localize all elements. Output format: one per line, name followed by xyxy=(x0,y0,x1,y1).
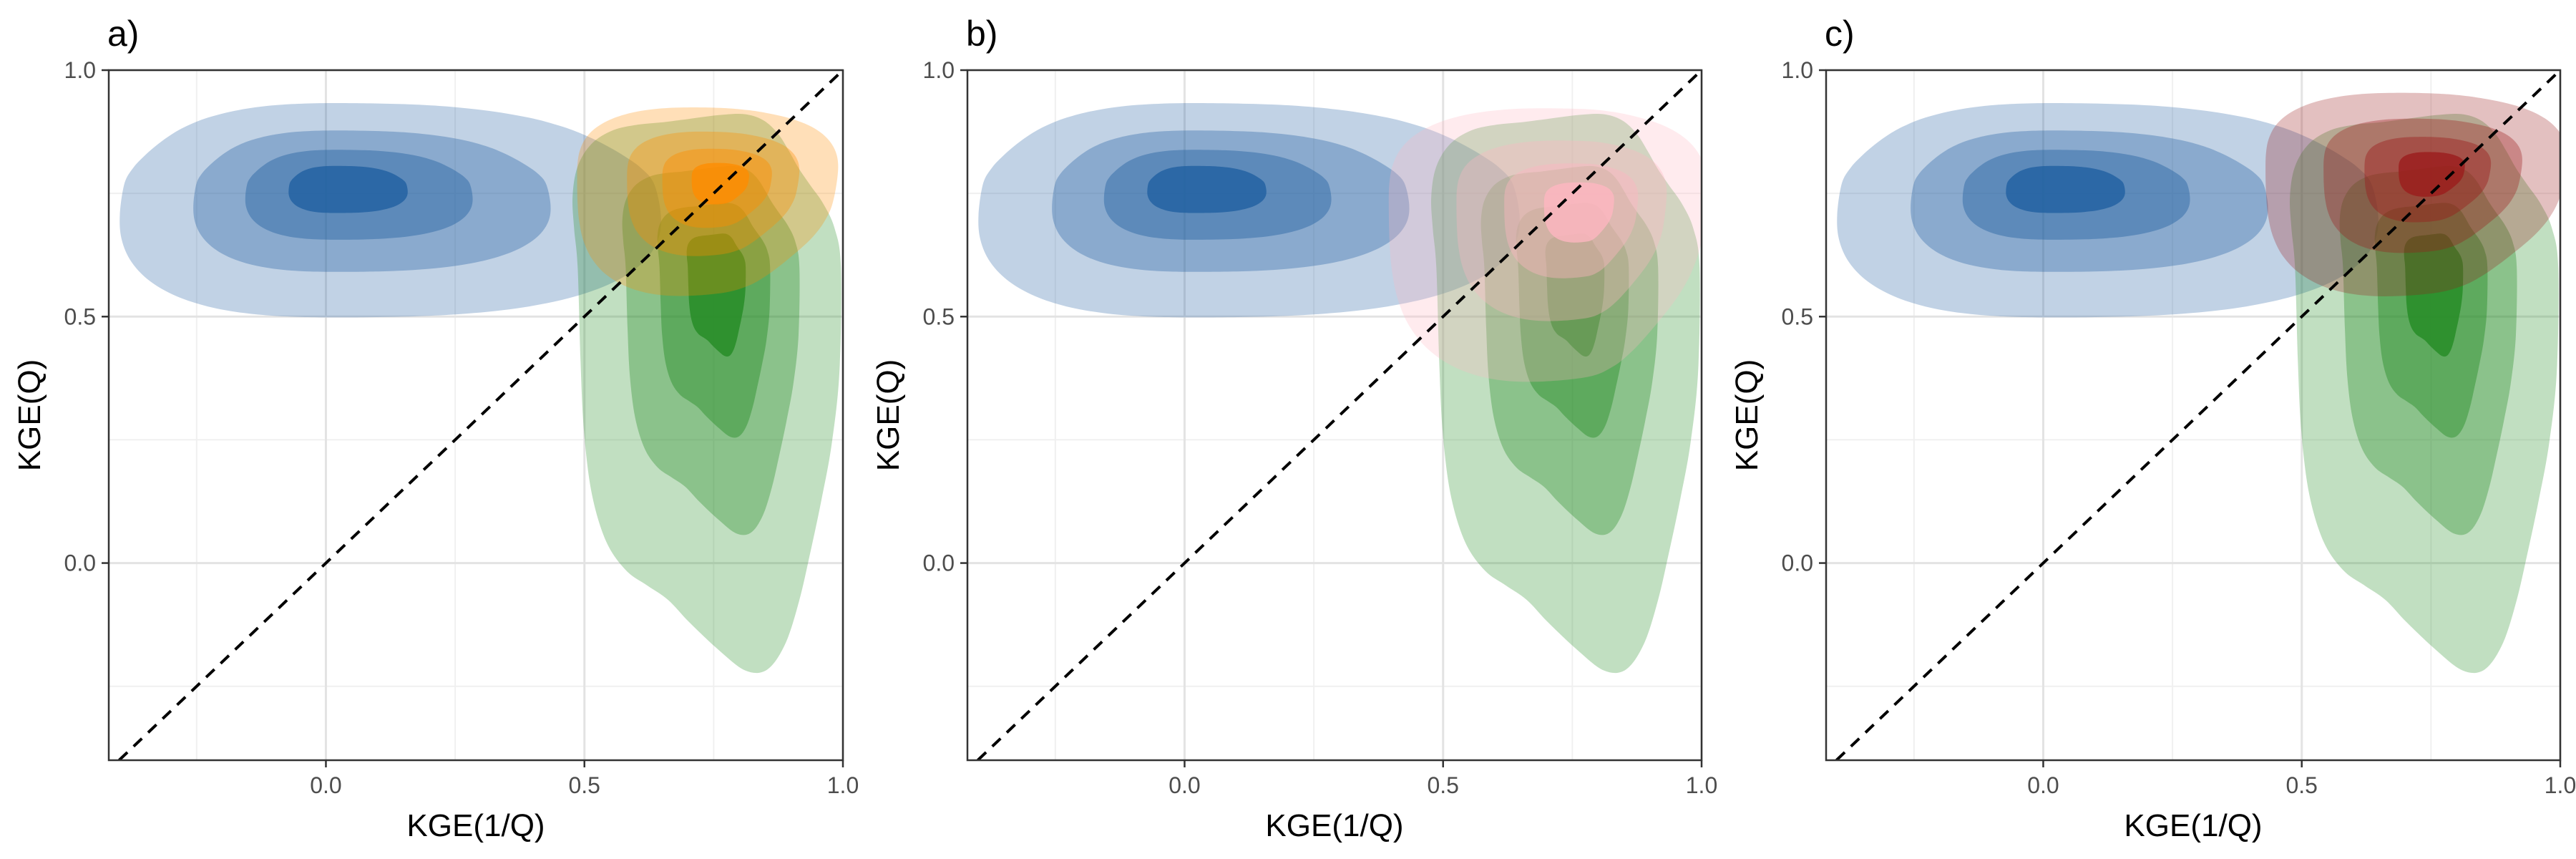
y-axis-title: KGE(Q) xyxy=(12,359,47,471)
x-axis-title: KGE(1/Q) xyxy=(1265,808,1403,843)
one-to-one-line xyxy=(118,70,843,760)
x-tick-label: 0.5 xyxy=(568,772,600,798)
density-contour-level xyxy=(686,233,746,357)
x-tick-label: 1.0 xyxy=(2545,772,2576,798)
density-contour-level xyxy=(1388,108,1702,382)
density-contour-level xyxy=(2339,165,2517,535)
x-tick-label: 0.5 xyxy=(1427,772,1458,798)
chart-panel: 0.0 0.5 1.0 0.0 0.5 1.0 KGE(1/Q) KGE(Q) a) xyxy=(0,0,859,859)
density-contour-level xyxy=(1543,182,1614,243)
density-series xyxy=(1431,113,1700,674)
density-contour-level xyxy=(2404,233,2464,357)
y-tick-label: 0.0 xyxy=(923,550,955,576)
density-contour-level xyxy=(1545,233,1605,357)
plot-border xyxy=(107,69,844,762)
y-axis-title: KGE(Q) xyxy=(871,359,906,471)
density-series xyxy=(119,103,661,318)
density-series xyxy=(1388,108,1702,382)
density-series xyxy=(1837,103,2379,318)
grid xyxy=(1826,69,2562,760)
one-to-one-line xyxy=(977,70,1702,760)
x-tick-label: 1.0 xyxy=(827,772,859,798)
y-tick-label: 1.0 xyxy=(1782,57,1813,83)
density-series xyxy=(2290,113,2559,674)
density-layer xyxy=(978,103,1702,674)
x-axis-title: KGE(1/Q) xyxy=(2124,808,2262,843)
y-tick-label: 1.0 xyxy=(923,57,955,83)
density-contour-level xyxy=(288,165,408,213)
density-contour-level xyxy=(572,113,841,674)
y-tick-label: 0.0 xyxy=(1782,550,1813,576)
chart-panel: 0.0 0.5 1.0 0.0 0.5 1.0 KGE(1/Q) KGE(Q) c) xyxy=(1717,0,2576,859)
x-tick-label: 1.0 xyxy=(1686,772,1717,798)
chart-panel: 0.0 0.5 1.0 0.0 0.5 1.0 KGE(1/Q) KGE(Q) b) xyxy=(859,0,1717,859)
density-contour-level xyxy=(2290,113,2559,674)
density-series xyxy=(572,113,841,674)
plot-border xyxy=(966,69,1703,762)
x-tick-label: 0.0 xyxy=(1169,772,1200,798)
y-tick-label: 0.0 xyxy=(64,550,96,576)
one-to-one-line xyxy=(1835,70,2560,760)
x-tick-label: 0.5 xyxy=(2285,772,2317,798)
chart-svg: 0.0 0.5 1.0 0.0 0.5 1.0 KGE(1/Q) KGE(Q) b) xyxy=(871,14,1717,843)
panel-label: a) xyxy=(107,14,139,54)
y-tick-label: 0.5 xyxy=(923,304,955,329)
panel-label: c) xyxy=(1825,14,1855,54)
density-contour-level xyxy=(622,165,800,535)
density-contour-level xyxy=(1837,103,2379,318)
density-contour-level xyxy=(1431,113,1700,674)
density-series xyxy=(2265,92,2560,296)
density-contour-level xyxy=(2006,165,2125,213)
density-contour-level xyxy=(1147,165,1267,213)
x-tick-label: 0.0 xyxy=(310,772,341,798)
density-contour-level xyxy=(119,103,661,318)
y-tick-label: 1.0 xyxy=(64,57,96,83)
chart-svg: 0.0 0.5 1.0 0.0 0.5 1.0 KGE(1/Q) KGE(Q) c) xyxy=(1729,14,2576,843)
density-series xyxy=(577,107,839,296)
y-tick-label: 0.5 xyxy=(1782,304,1813,329)
x-axis-title: KGE(1/Q) xyxy=(406,808,545,843)
density-layer xyxy=(1837,92,2560,674)
y-axis-title: KGE(Q) xyxy=(1729,359,1765,471)
density-layer xyxy=(119,103,841,674)
y-tick-label: 0.5 xyxy=(64,304,96,329)
plot-border xyxy=(1825,69,2562,762)
panel-label: b) xyxy=(966,14,997,54)
density-contour-level xyxy=(2399,152,2465,197)
x-tick-label: 0.0 xyxy=(2027,772,2059,798)
density-contour-level xyxy=(1480,165,1659,535)
chart-svg: 0.0 0.5 1.0 0.0 0.5 1.0 KGE(1/Q) KGE(Q) a) xyxy=(12,14,859,843)
density-contour-level xyxy=(978,103,1520,318)
density-series xyxy=(978,103,1520,318)
